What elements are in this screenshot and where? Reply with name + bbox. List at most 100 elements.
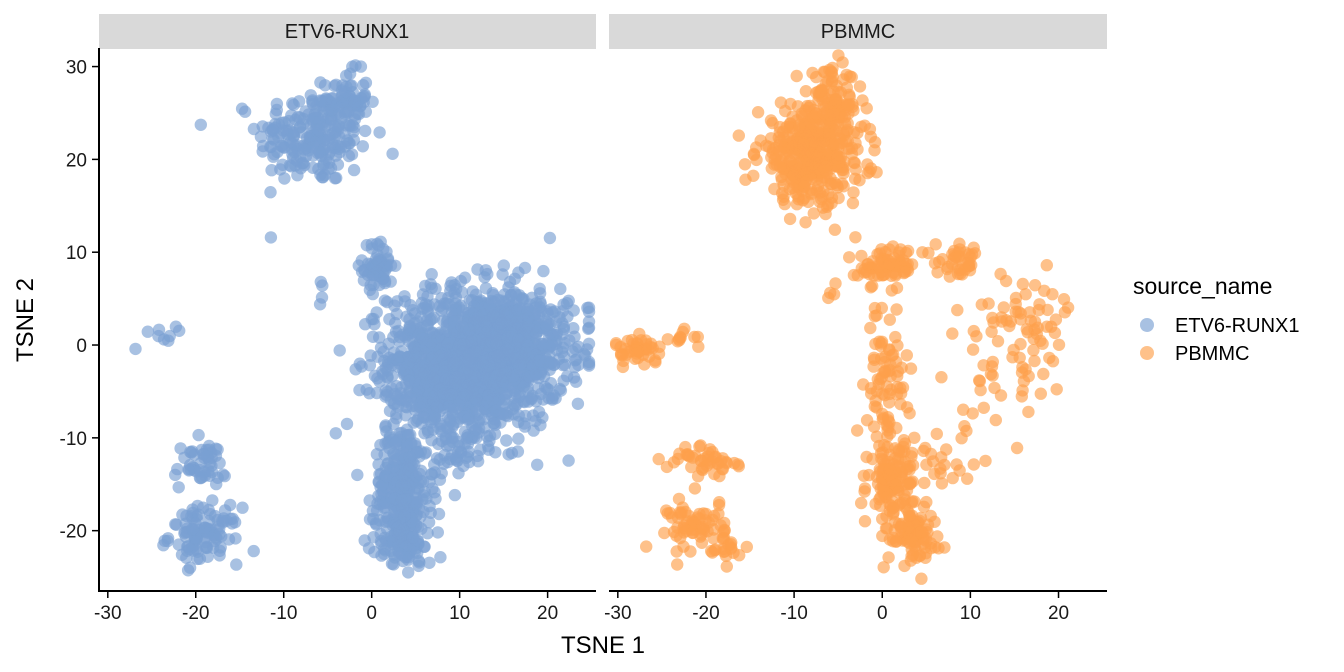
data-point bbox=[556, 317, 569, 330]
data-point bbox=[129, 342, 142, 356]
data-point bbox=[469, 370, 482, 383]
data-point bbox=[915, 525, 928, 538]
data-point bbox=[824, 286, 837, 300]
data-point bbox=[359, 124, 372, 138]
data-point bbox=[875, 335, 889, 348]
data-point bbox=[806, 66, 819, 80]
data-point bbox=[229, 532, 242, 545]
data-point bbox=[172, 481, 185, 494]
data-point bbox=[813, 163, 826, 176]
data-point bbox=[984, 367, 998, 381]
data-point bbox=[883, 463, 897, 476]
points-etv6-runx1 bbox=[129, 59, 596, 579]
data-point bbox=[887, 348, 900, 361]
data-point bbox=[444, 284, 457, 298]
data-point bbox=[890, 281, 904, 295]
data-point bbox=[1028, 279, 1042, 292]
data-point bbox=[708, 467, 721, 481]
data-point bbox=[353, 383, 366, 397]
data-point bbox=[671, 558, 684, 571]
data-point bbox=[1014, 307, 1027, 320]
data-point bbox=[961, 256, 974, 270]
data-point bbox=[860, 102, 873, 115]
data-point bbox=[373, 375, 386, 388]
data-point bbox=[193, 552, 207, 565]
x-tick-label: 20 bbox=[537, 603, 558, 624]
data-point bbox=[218, 469, 231, 483]
data-point bbox=[773, 120, 786, 134]
data-point bbox=[285, 109, 298, 122]
data-point bbox=[425, 268, 438, 281]
data-point bbox=[315, 94, 328, 108]
data-point bbox=[917, 500, 931, 513]
data-point bbox=[673, 334, 686, 347]
data-point bbox=[537, 264, 550, 278]
data-point bbox=[492, 293, 505, 307]
data-point bbox=[740, 540, 753, 554]
data-point bbox=[967, 458, 980, 471]
data-point bbox=[471, 263, 484, 276]
data-point bbox=[946, 327, 959, 340]
data-point bbox=[373, 126, 386, 139]
data-point bbox=[506, 370, 520, 383]
data-point bbox=[904, 362, 918, 375]
data-point bbox=[531, 458, 544, 471]
data-point bbox=[162, 334, 175, 347]
data-point bbox=[404, 390, 417, 403]
data-point bbox=[482, 443, 495, 456]
data-point bbox=[928, 515, 941, 528]
data-point bbox=[846, 196, 860, 210]
data-point bbox=[544, 356, 558, 369]
data-point bbox=[181, 564, 195, 577]
data-point bbox=[877, 484, 890, 498]
data-point bbox=[905, 446, 919, 460]
x-tick-label: 20 bbox=[1048, 603, 1069, 624]
data-point bbox=[403, 321, 416, 334]
data-point bbox=[814, 85, 827, 98]
data-point bbox=[938, 541, 951, 554]
data-point bbox=[1016, 277, 1029, 291]
data-point bbox=[431, 526, 444, 539]
data-point bbox=[381, 364, 394, 377]
data-point bbox=[433, 300, 446, 313]
data-point bbox=[316, 279, 329, 292]
data-point bbox=[930, 427, 943, 441]
x-axis-ticks: -30 -20 -10 0 10 20 -30 -20 -10 0 10 20 bbox=[94, 591, 1069, 624]
data-point bbox=[829, 94, 842, 107]
data-point bbox=[340, 417, 354, 431]
data-point bbox=[366, 95, 379, 109]
data-point bbox=[1020, 323, 1033, 336]
data-point bbox=[825, 191, 839, 204]
x-tick-label: -20 bbox=[182, 603, 209, 624]
data-point bbox=[461, 450, 475, 463]
data-point bbox=[680, 524, 693, 537]
data-point bbox=[775, 173, 789, 186]
data-point bbox=[519, 345, 532, 358]
data-point bbox=[926, 455, 940, 468]
data-point bbox=[894, 520, 908, 534]
data-point bbox=[178, 451, 191, 464]
y-tick-label: 20 bbox=[66, 150, 87, 171]
data-point bbox=[562, 294, 575, 307]
facet-strip-pbmmc bbox=[609, 14, 1107, 49]
data-point bbox=[182, 540, 195, 553]
data-point bbox=[1027, 344, 1040, 357]
data-point bbox=[325, 103, 338, 116]
data-point bbox=[174, 442, 187, 455]
data-point bbox=[268, 121, 282, 134]
data-point bbox=[1052, 338, 1066, 351]
data-point bbox=[817, 107, 831, 121]
data-point bbox=[908, 431, 921, 444]
data-point bbox=[1037, 367, 1050, 381]
data-point bbox=[381, 295, 394, 309]
data-point bbox=[900, 349, 913, 362]
data-point bbox=[955, 432, 968, 445]
data-point bbox=[379, 461, 392, 475]
data-point bbox=[466, 285, 479, 298]
data-point bbox=[496, 375, 509, 388]
data-point bbox=[831, 149, 844, 162]
data-point bbox=[875, 452, 888, 465]
data-point bbox=[688, 482, 702, 495]
data-point bbox=[790, 69, 803, 83]
